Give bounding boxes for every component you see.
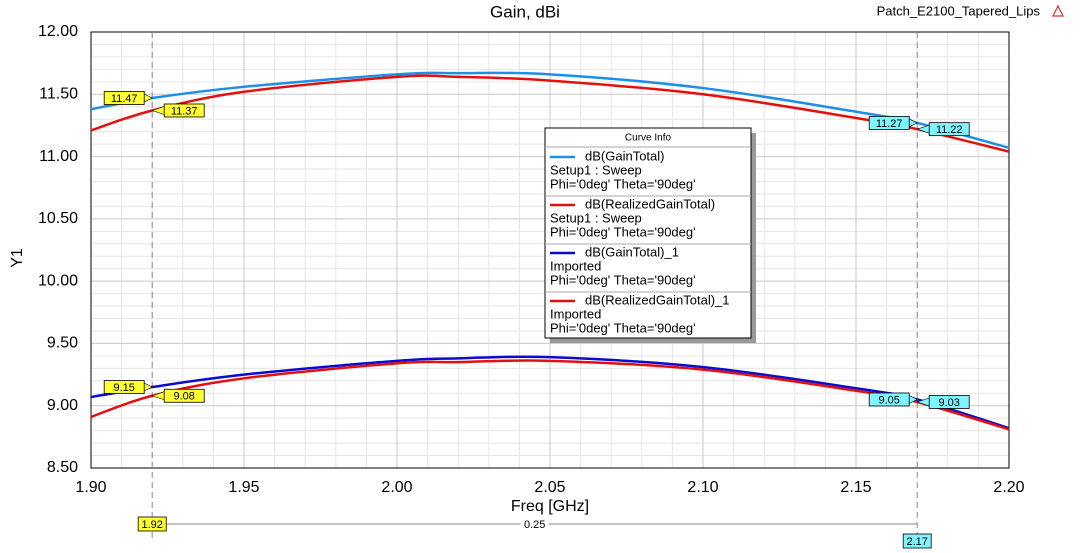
marker-pointer bbox=[144, 93, 153, 103]
design-name: Patch_E2100_Tapered_Lips bbox=[877, 3, 1041, 18]
legend-title: Curve Info bbox=[625, 133, 672, 144]
y-tick-label: 11.00 bbox=[39, 148, 78, 165]
series-line bbox=[90, 355, 1010, 430]
legend-source: Setup1 : Sweep bbox=[550, 162, 642, 177]
marker-label: 11.27 bbox=[876, 118, 903, 130]
marker-box bbox=[103, 380, 145, 394]
y-tick-label: 10.00 bbox=[38, 272, 78, 289]
legend-source: Imported bbox=[550, 306, 601, 321]
marker-pointer bbox=[144, 382, 153, 392]
y-tick-label: 10.50 bbox=[38, 210, 78, 227]
marker-pointer bbox=[909, 118, 918, 128]
marker-label: 11.47 bbox=[111, 93, 138, 105]
legend-context: Phi='0deg' Theta='90deg' bbox=[550, 272, 696, 287]
legend-source: Setup1 : Sweep bbox=[550, 210, 642, 225]
marker-box bbox=[163, 388, 205, 403]
delta-bg bbox=[520, 518, 549, 530]
marker-x-box bbox=[902, 533, 932, 549]
plot-frame bbox=[90, 31, 1010, 469]
x-tick-label: 2.10 bbox=[687, 479, 718, 496]
y-tick-label: 12.00 bbox=[38, 23, 78, 40]
x-tick-label: 2.00 bbox=[381, 479, 412, 496]
y-tick-label: 9.50 bbox=[47, 335, 78, 352]
marker-pointer bbox=[151, 106, 165, 115]
x-tick-label: 1.90 bbox=[75, 479, 106, 496]
marker-label: 9.15 bbox=[113, 382, 134, 394]
legend-context: Phi='0deg' Theta='90deg' bbox=[550, 320, 696, 335]
marker-box bbox=[928, 395, 970, 409]
series-line bbox=[90, 71, 1010, 150]
y-tick-label: 11.50 bbox=[39, 86, 78, 103]
legend-context: Phi='0deg' Theta='90deg' bbox=[550, 224, 696, 239]
legend-context: Phi='0deg' Theta='90deg' bbox=[550, 176, 696, 191]
marker-box bbox=[103, 91, 145, 105]
logo-icon bbox=[1052, 4, 1064, 17]
legend-name: dB(GainTotal) bbox=[585, 148, 664, 163]
marker-box bbox=[868, 116, 910, 130]
x-tick-label: 2.15 bbox=[840, 479, 871, 496]
marker-x-label: 1.92 bbox=[141, 519, 162, 531]
y-tick-label: 8.50 bbox=[47, 459, 78, 476]
marker-pointer bbox=[916, 124, 930, 134]
x-tick-label: 1.95 bbox=[228, 479, 259, 496]
legend-box bbox=[544, 127, 752, 339]
x-axis-label: Freq [GHz] bbox=[511, 498, 589, 515]
y-axis-label: Y1 bbox=[9, 248, 26, 268]
legend-name: dB(GainTotal)_1 bbox=[585, 244, 679, 259]
marker-pointer bbox=[916, 397, 930, 407]
delta-label: 0.25 bbox=[524, 519, 545, 531]
x-tick-label: 2.20 bbox=[993, 479, 1024, 496]
marker-label: 9.08 bbox=[173, 391, 194, 403]
y-tick-label: 9.00 bbox=[47, 397, 78, 414]
marker-box bbox=[868, 392, 910, 407]
marker-label: 9.05 bbox=[878, 394, 899, 406]
marker-label: 11.22 bbox=[936, 124, 963, 136]
marker-box bbox=[928, 122, 970, 137]
legend-source: Imported bbox=[550, 258, 601, 273]
legend-name: dB(RealizedGainTotal) bbox=[585, 196, 715, 211]
marker-label: 11.37 bbox=[171, 105, 198, 117]
marker-pointer bbox=[151, 391, 165, 401]
marker-label: 9.03 bbox=[938, 397, 959, 409]
marker-x-box bbox=[137, 516, 167, 532]
legend-name: dB(RealizedGainTotal)_1 bbox=[585, 292, 730, 307]
x-tick-label: 2.05 bbox=[534, 479, 565, 496]
chart-title: Gain, dBi bbox=[490, 2, 560, 21]
marker-x-label: 2.17 bbox=[906, 536, 927, 548]
marker-box bbox=[163, 103, 205, 118]
marker-pointer bbox=[909, 395, 918, 404]
